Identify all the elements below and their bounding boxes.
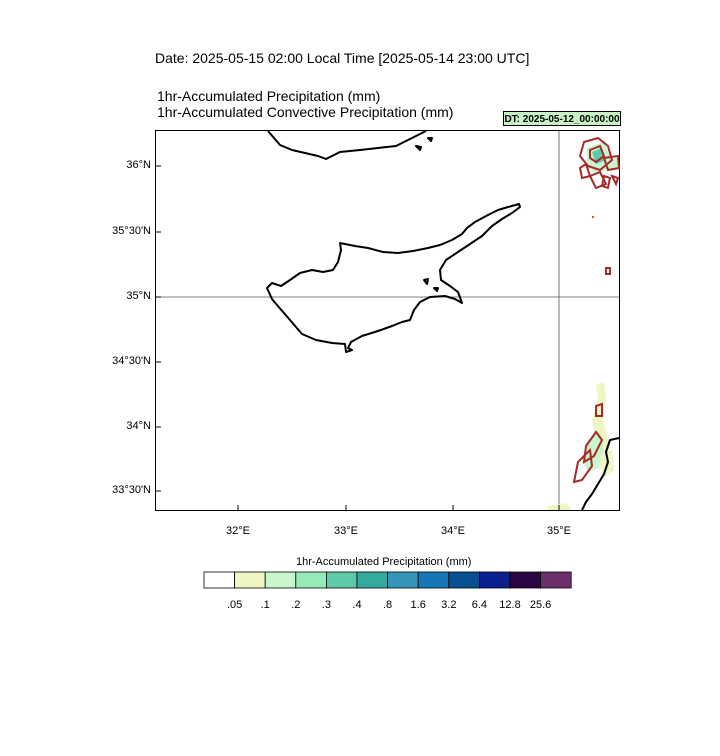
- map-frame: [155, 130, 620, 511]
- lon-label-32e: 32°E: [226, 525, 250, 537]
- lat-label-33-30n: 33°30'N: [112, 484, 151, 496]
- islet-1: [423, 278, 429, 285]
- coastlines: [266, 130, 620, 511]
- lat-label-36n: 36°N: [126, 159, 151, 171]
- legend-swatch: [387, 571, 419, 589]
- cyprus-coastline: [266, 203, 521, 353]
- legend-swatch: [417, 571, 450, 589]
- legend-swatch: [325, 571, 358, 589]
- levant-coastline: [581, 437, 620, 511]
- legend-value: .8: [383, 599, 393, 611]
- islet-2: [433, 287, 439, 292]
- turkey-islet-2: [427, 137, 433, 142]
- legend-swatch: [356, 571, 389, 589]
- legend-swatch: [540, 571, 572, 589]
- legend-title: 1hr-Accumulated Precipitation (mm): [296, 556, 472, 568]
- legend-value: .4: [352, 599, 362, 611]
- legend-swatch: [203, 571, 236, 589]
- lat-label-35-30n: 35°30'N: [112, 225, 151, 237]
- legend-value: 6.4: [471, 599, 488, 611]
- lat-label-34-30n: 34°30'N: [112, 355, 151, 367]
- legend-value: 25.6: [529, 599, 552, 611]
- subtitle-convective: 1hr-Accumulated Convective Precipitation…: [157, 104, 454, 120]
- date-line: Date: 2025-05-15 02:00 Local Time [2025-…: [155, 50, 530, 66]
- subtitle-precip: 1hr-Accumulated Precipitation (mm): [157, 88, 381, 104]
- lat-label-34n: 34°N: [126, 420, 151, 432]
- legend-value: .2: [291, 599, 301, 611]
- legend-value: .1: [260, 599, 270, 611]
- lat-label-35n: 35°N: [126, 290, 151, 302]
- turkey-coastline: [267, 130, 427, 160]
- legend-value: 1.6: [410, 599, 426, 611]
- legend-value: .3: [321, 599, 331, 611]
- legend-swatch: [264, 571, 297, 589]
- legend-value: 12.8: [499, 599, 521, 611]
- legend-value: .05: [226, 599, 243, 611]
- legend-value: 3.2: [441, 599, 457, 611]
- lon-label-34e: 34°E: [441, 525, 465, 537]
- convective-cell-small: [591, 215, 595, 219]
- legend-swatch: [295, 571, 327, 589]
- legend-swatch: [234, 571, 266, 589]
- legend-swatch: [509, 571, 542, 589]
- turkey-islet: [415, 145, 422, 151]
- legend-colorbar: [203, 571, 572, 589]
- lon-label-35e: 35°E: [547, 525, 571, 537]
- convective-contours: [572, 136, 621, 484]
- axis-ticks: [156, 165, 560, 510]
- lon-label-33e: 33°E: [334, 525, 358, 537]
- legend-swatch: [448, 571, 480, 589]
- legend-swatch: [478, 571, 511, 589]
- dt-badge: DT: 2025-05-12_00:00:00: [503, 111, 621, 126]
